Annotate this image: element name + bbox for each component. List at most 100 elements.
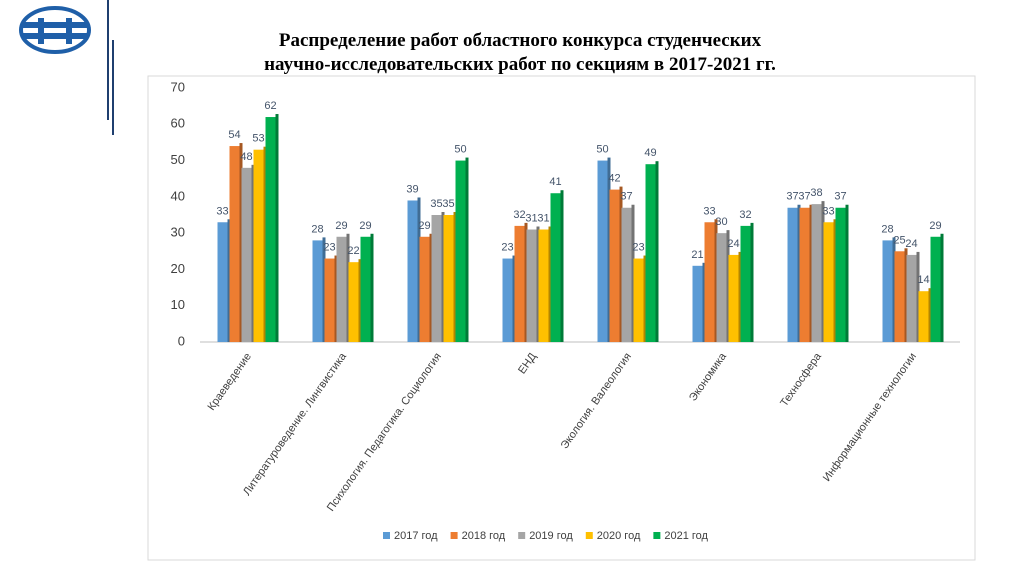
bar-side — [322, 237, 326, 342]
x-tick-label: Литературоведение. Лингвистика — [241, 350, 349, 498]
bar-side — [607, 157, 611, 342]
bar — [538, 229, 549, 342]
bar — [918, 291, 929, 342]
bar — [265, 117, 276, 343]
bar — [241, 167, 252, 342]
bar-side — [714, 219, 718, 342]
value-label: 23 — [323, 242, 335, 254]
bar-side — [631, 204, 635, 342]
y-tick-label: 60 — [171, 116, 185, 131]
bar — [716, 233, 727, 342]
bar-side — [263, 146, 267, 342]
bar — [431, 215, 442, 342]
bar-side — [940, 233, 944, 342]
bar-side — [833, 219, 837, 342]
value-label: 37 — [620, 191, 632, 203]
bar-side — [417, 197, 421, 342]
bar-side — [916, 251, 920, 342]
value-label: 37 — [798, 191, 810, 203]
value-label: 29 — [929, 220, 941, 232]
bar-side — [750, 222, 754, 342]
value-label: 14 — [917, 274, 929, 286]
bar — [455, 160, 466, 342]
bar-side — [239, 143, 243, 342]
bar-side — [453, 212, 457, 342]
bar-side — [845, 204, 849, 342]
bar-side — [560, 190, 564, 342]
y-tick-label: 70 — [171, 79, 185, 94]
value-label: 35 — [430, 198, 442, 210]
bar — [823, 222, 834, 342]
legend-swatch — [585, 532, 593, 539]
chart-title: Распределение работ областного конкурса … — [279, 30, 762, 51]
value-label: 48 — [240, 151, 252, 163]
bar-side — [524, 222, 528, 342]
bar — [550, 193, 561, 342]
bar — [360, 236, 371, 342]
value-label: 33 — [216, 205, 228, 217]
bar-side — [928, 288, 932, 342]
bar — [526, 229, 537, 342]
legend-label: 2019 год — [529, 530, 573, 542]
x-tick-label: Информационные технологии — [821, 351, 919, 484]
bar-side — [726, 230, 730, 342]
bar-side — [465, 157, 469, 342]
bar — [704, 222, 715, 342]
bar-side — [441, 212, 445, 342]
legend-label: 2018 год — [462, 530, 506, 542]
logo — [19, 6, 91, 54]
value-label: 31 — [537, 213, 549, 225]
legend-label: 2021 год — [664, 530, 708, 542]
bar — [348, 262, 359, 342]
value-label: 42 — [608, 173, 620, 185]
value-label: 31 — [525, 213, 537, 225]
value-label: 22 — [347, 245, 359, 257]
bar — [597, 160, 608, 342]
x-tick-label: ЕНД — [516, 350, 539, 376]
value-label: 23 — [501, 242, 513, 254]
bar — [692, 265, 703, 342]
bar — [229, 146, 240, 342]
bar-side — [643, 255, 647, 342]
bar-side — [251, 164, 255, 342]
bar — [621, 207, 632, 342]
value-label: 29 — [418, 220, 430, 232]
legend-swatch — [383, 532, 390, 539]
value-label: 23 — [632, 242, 644, 254]
bar-side — [892, 237, 896, 342]
chart-frame — [147, 75, 976, 561]
y-tick-label: 50 — [171, 152, 185, 167]
bar — [811, 204, 822, 342]
bar-side — [358, 259, 362, 342]
legend-label: 2017 год — [394, 530, 438, 542]
legend-label: 2020 год — [597, 530, 641, 542]
bar — [407, 200, 418, 342]
bar-side — [809, 204, 813, 342]
bar-side — [512, 255, 516, 342]
bar — [217, 222, 228, 342]
value-label: 35 — [442, 198, 454, 210]
value-label: 28 — [311, 223, 323, 235]
legend-swatch — [518, 532, 526, 539]
value-label: 28 — [881, 223, 893, 235]
value-label: 29 — [359, 220, 371, 232]
bar — [312, 240, 323, 342]
x-tick-label: Экология. Валеология — [559, 351, 634, 452]
legend-swatch — [450, 532, 458, 539]
y-tick-label: 40 — [171, 188, 185, 203]
bar — [882, 240, 893, 342]
bar — [835, 207, 846, 342]
value-label: 25 — [893, 234, 905, 246]
bar-side — [797, 204, 801, 342]
y-tick-label: 30 — [171, 225, 185, 240]
bar-side — [275, 114, 279, 343]
bar — [799, 207, 810, 342]
value-label: 24 — [727, 238, 739, 250]
bar — [514, 225, 525, 342]
bar-side — [702, 262, 706, 342]
value-label: 37 — [786, 191, 798, 203]
bar-side — [346, 233, 350, 342]
bar-side — [738, 251, 742, 342]
x-tick-label: Психология. Педагогика. Социология — [325, 351, 444, 514]
value-label: 50 — [596, 144, 608, 156]
